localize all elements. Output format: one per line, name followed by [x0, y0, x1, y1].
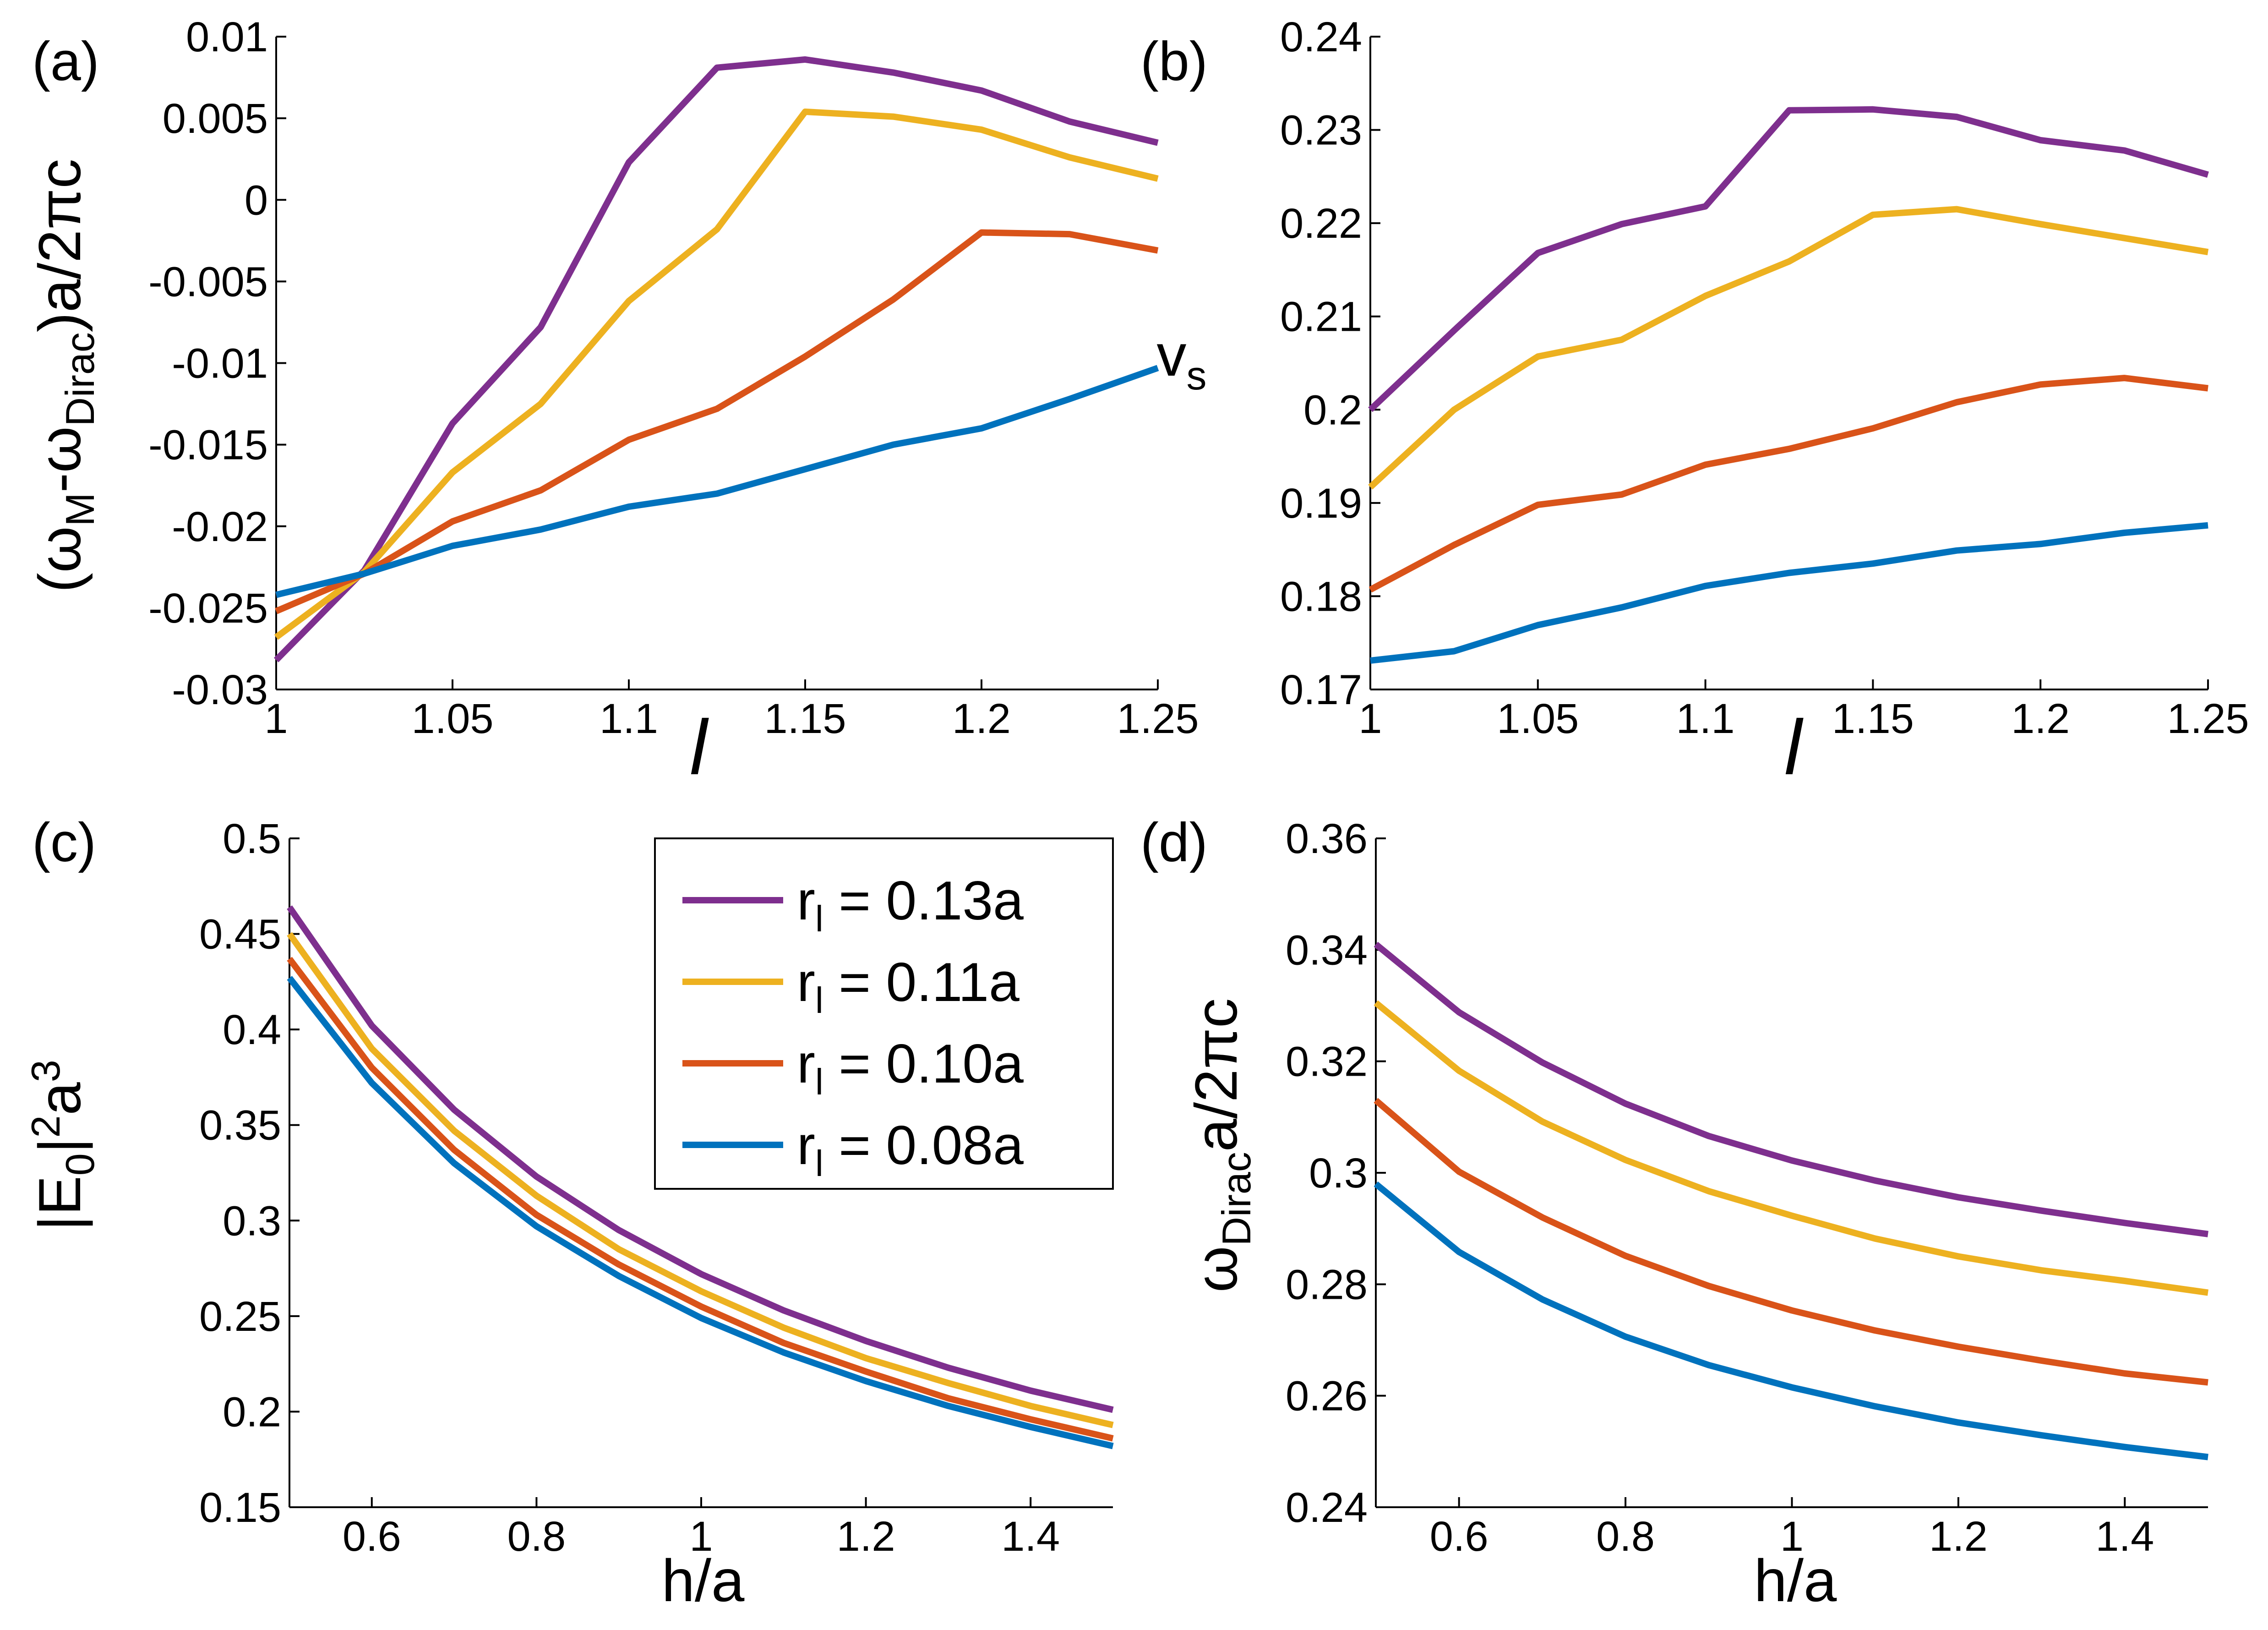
panel-c-ytick-label: 0.2	[223, 1389, 281, 1435]
panel-d-ytick-label: 0.28	[1286, 1261, 1368, 1308]
panel-c-xtick-label: 0.8	[507, 1513, 566, 1560]
panel-b-xtick-label: 1.15	[1832, 695, 1914, 742]
panel-a-xtick-label: 1.2	[952, 695, 1011, 742]
panel-c-xlabel: h/a	[662, 1547, 745, 1614]
panel-a-xlabel: l	[690, 704, 709, 791]
panel-d-ytick-label: 0.3	[1309, 1150, 1368, 1197]
panel-a-ytick-label: -0.025	[148, 585, 268, 632]
panel-a-ytick-label: 0.005	[163, 95, 268, 142]
panel-b-ylabel: vs	[1157, 322, 1207, 398]
panel-c-ytick-label: 0.15	[199, 1484, 281, 1531]
panel-c-ytick-label: 0.3	[223, 1198, 281, 1244]
panel-c-ytick-label: 0.4	[223, 1006, 281, 1053]
panel-a-xtick-label: 1.1	[600, 695, 658, 742]
panel-c-label: (c)	[32, 812, 96, 873]
panel-b: (b) 1 1.05 1.1 1.15 1.2 1.25 0.24 0.23 0.22 0.21 0…	[1140, 14, 2249, 791]
panel-c-series-r013	[287, 905, 1114, 1413]
panel-c-series-r010	[287, 957, 1114, 1442]
panel-d-plot: 0.6 0.8 1 1.2 1.4 0.36 0.34 0.32 0.3 0.28 0.26 0.24	[1286, 815, 2208, 1560]
panel-d-xlabel: h/a	[1754, 1547, 1837, 1614]
panel-a-ytick-label: -0.01	[172, 340, 268, 387]
panel-a-series-r011	[274, 108, 1159, 640]
panel-a-xtick-label: 1.05	[411, 695, 493, 742]
panel-c-xtick-label: 1.4	[1001, 1513, 1060, 1560]
panel-c-series-r008	[287, 976, 1114, 1449]
panel-c-xtick-label: 0.6	[343, 1513, 401, 1560]
panel-c-ytick-label: 0.45	[199, 911, 281, 958]
panel-a-ytick-label: 0	[245, 177, 268, 224]
panel-a-ytick-label: 0.01	[186, 14, 268, 60]
panel-b-ytick-label: 0.17	[1280, 667, 1362, 713]
panel-d-series-r010	[1374, 1098, 2208, 1386]
panel-d-ytick-label: 0.36	[1286, 815, 1368, 862]
legend: rl = 0.13a rl = 0.11a rl = 0.10a rl = 0.08a	[654, 837, 1114, 1190]
panel-b-xtick-label: 1	[1358, 695, 1382, 742]
panel-d-xtick-label: 1	[1780, 1513, 1804, 1560]
panel-b-series-r013	[1368, 106, 2209, 412]
panel-b-ytick-label: 0.24	[1280, 14, 1362, 60]
panel-c: (c) 0.6 0.8 1 1.2 1.40.50.450.40.350.30.250.…	[23, 812, 1114, 1614]
panel-a-ytick-label: -0.03	[172, 667, 268, 713]
panel-d-xtick-label: 1.2	[1929, 1513, 1988, 1560]
panel-a-series-r008	[275, 365, 1159, 598]
panel-b-label: (b)	[1140, 31, 1208, 92]
panel-a-ytick-label: -0.02	[172, 503, 268, 550]
panel-b-xtick-label: 1.2	[2011, 695, 2070, 742]
panel-a-xtick-label: 1	[264, 695, 288, 742]
panel-b-plot: 1 1.05 1.1 1.15 1.2 1.25 0.24 0.23 0.22 0.21 0.2 0.…	[1280, 14, 2249, 742]
panel-a-ytick-label: -0.015	[148, 422, 268, 469]
panel-b-ytick-label: 0.23	[1280, 107, 1362, 154]
panel-b-ytick-label: 0.21	[1280, 294, 1362, 340]
panel-a: (a) 1 1.05 1.1 1.15 1.2 1.25 0.01 0.005 0 -0.005 -…	[26, 14, 1199, 791]
panel-a-ytick-label: -0.005	[148, 258, 268, 305]
panel-d-xtick-label: 1.4	[2095, 1513, 2154, 1560]
panel-b-series-r008	[1370, 522, 2208, 664]
panel-a-xtick-label: 1.25	[1117, 695, 1199, 742]
legend-label: rl = 0.11a	[797, 952, 1020, 1021]
panel-b-ytick-label: 0.19	[1280, 480, 1362, 527]
panel-d-series-r008	[1374, 1181, 2208, 1460]
panel-d-series-r011	[1374, 1000, 2208, 1296]
panel-b-xtick-label: 1.1	[1676, 695, 1735, 742]
panel-d-ytick-label: 0.26	[1286, 1373, 1368, 1420]
panel-d: (d) 0.6 0.8 1 1.2 1.4 0.36 0.34 0.32 0.3 0.28 0.26…	[1140, 812, 2208, 1614]
panel-d-label: (d)	[1140, 812, 1208, 873]
panel-c-plot: 0.6 0.8 1 1.2 1.4 0.5 0.45 0.4 0.35 0.3 0.25 0.2 0.1…	[199, 815, 1114, 1560]
panel-a-plot: 1 1.05 1.1 1.15 1.2 1.25 0.01 0.005 0 -0.005 -0.01…	[148, 14, 1199, 742]
panel-a-series-r010	[275, 229, 1159, 614]
panel-b-ytick-label: 0.2	[1303, 387, 1362, 433]
panel-a-series-r013	[274, 56, 1159, 662]
panel-c-xtick-label: 1	[689, 1513, 713, 1560]
panel-d-ylabel: ωDiraca/2πc	[1183, 998, 1259, 1292]
panel-d-ytick-label: 0.34	[1286, 927, 1368, 974]
panel-d-ytick-label: 0.32	[1286, 1039, 1368, 1085]
panel-b-xlabel: l	[1784, 704, 1804, 791]
panel-a-ylabel: (ωM-ωDirac)a/2πc	[26, 159, 103, 593]
panel-c-xtick-label: 1.2	[837, 1513, 895, 1560]
legend-label: rl = 0.10a	[797, 1033, 1024, 1102]
panel-c-ytick-label: 0.35	[199, 1102, 281, 1149]
panel-b-series-r011	[1368, 206, 2209, 490]
panel-d-xtick-label: 0.6	[1430, 1513, 1488, 1560]
legend-box	[654, 837, 1114, 1190]
panel-b-ytick-label: 0.18	[1280, 573, 1362, 620]
panel-c-series-r011	[287, 932, 1114, 1428]
legend-label: rl = 0.13a	[797, 870, 1024, 939]
panel-a-label: (a)	[32, 31, 99, 92]
panel-d-ytick-label: 0.24	[1286, 1484, 1368, 1531]
legend-entries: rl = 0.13a rl = 0.11a rl = 0.10a rl = 0.08a	[682, 870, 1024, 1184]
panel-d-series-r013	[1374, 941, 2208, 1237]
panel-b-xtick-label: 1.05	[1497, 695, 1579, 742]
panel-c-ylabel: |E0|2a3	[23, 1060, 103, 1231]
panel-c-ytick-label: 0.25	[199, 1293, 281, 1340]
panel-b-ytick-label: 0.22	[1280, 200, 1362, 247]
panel-a-xtick-label: 1.15	[764, 695, 846, 742]
panel-d-xtick-label: 0.8	[1596, 1513, 1655, 1560]
legend-label: rl = 0.08a	[797, 1115, 1024, 1184]
panel-b-xtick-label: 1.25	[2167, 695, 2249, 742]
panel-c-ytick-label: 0.5	[223, 815, 281, 862]
panel-b-series-r010	[1368, 375, 2208, 593]
